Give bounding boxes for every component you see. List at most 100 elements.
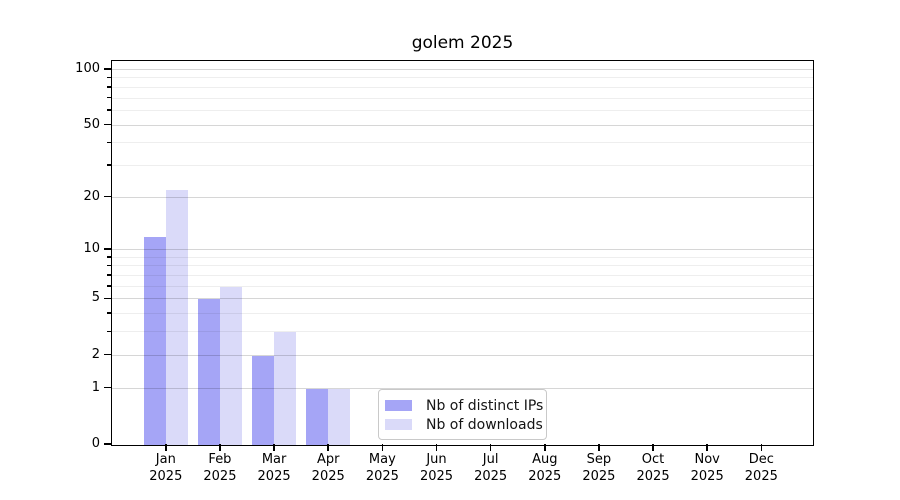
gridline-minor-4	[112, 313, 813, 315]
y-tick-label-20: 20	[83, 188, 100, 204]
y-minor-tick-3	[106, 330, 111, 333]
x-label-year: 2025	[203, 468, 237, 484]
gridline-minor-3	[112, 331, 813, 333]
x-label-year: 2025	[744, 468, 778, 484]
gridline-minor-60	[112, 109, 813, 111]
y-minor-tick-40	[106, 141, 111, 143]
gridline-minor-8	[112, 265, 813, 267]
x-tick-may	[381, 444, 384, 451]
y-tick-0	[103, 443, 111, 445]
legend-label-nb-of-distinct-ips: Nb of distinct IPs	[426, 397, 544, 414]
bar-nb-of-distinct-ips-feb	[197, 299, 220, 445]
x-tick-label-apr: Apr 2025	[296, 452, 360, 485]
bar-nb-of-distinct-ips-apr	[306, 388, 329, 445]
x-tick-jun	[435, 444, 438, 451]
x-tick-mar	[273, 444, 275, 451]
bar-nb-of-downloads-apr	[328, 388, 351, 445]
y-tick-label-1: 1	[91, 379, 100, 395]
legend-swatch-nb-of-distinct-ips	[385, 400, 412, 411]
x-label-year: 2025	[582, 468, 616, 484]
bar-nb-of-distinct-ips-mar	[252, 355, 275, 445]
x-tick-sep	[598, 444, 600, 451]
x-tick-apr	[327, 444, 329, 451]
gridline-minor-9	[112, 256, 813, 258]
gridline-minor-70	[112, 97, 813, 99]
x-label-year: 2025	[528, 468, 562, 484]
gridline-minor-90	[112, 77, 813, 79]
x-tick-label-may: May 2025	[350, 452, 414, 485]
y-minor-tick-8	[106, 264, 111, 267]
x-label-year: 2025	[257, 468, 291, 484]
x-label-year: 2025	[474, 468, 508, 484]
y-tick-label-10: 10	[83, 241, 100, 257]
gridline-minor-40	[112, 142, 813, 144]
x-tick-label-feb: Feb 2025	[188, 452, 252, 485]
x-label-month: Mar	[261, 452, 287, 467]
y-minor-tick-80	[106, 86, 111, 88]
y-minor-tick-90	[106, 76, 111, 79]
y-minor-tick-30	[106, 164, 111, 166]
gridline-minor-6	[112, 285, 813, 287]
y-minor-tick-6	[106, 285, 111, 287]
x-tick-label-dec: Dec 2025	[729, 452, 793, 485]
x-label-month: Nov	[694, 452, 720, 467]
y-minor-tick-60	[106, 109, 111, 111]
x-label-year: 2025	[419, 468, 454, 484]
x-label-month: May	[368, 452, 396, 467]
plot-area: 0 1 2 5 10 20 50 100 Jan 2025 Feb 2025 Mar 2025 Apr 202…	[75, 60, 814, 484]
gridline-major-1	[112, 387, 813, 389]
bar-nb-of-downloads-mar	[274, 332, 297, 445]
y-tick-label-2: 2	[91, 346, 100, 362]
y-minor-tick-4	[106, 312, 111, 314]
bar-nb-of-downloads-feb	[219, 286, 242, 445]
gridline-major-5	[112, 298, 813, 300]
x-tick-aug	[544, 444, 546, 451]
x-label-month: Apr	[316, 452, 340, 467]
x-label-month: Aug	[532, 452, 558, 467]
gridline-major-50	[112, 124, 813, 126]
bar-nb-of-downloads-jan	[165, 190, 188, 445]
y-minor-tick-9	[106, 256, 111, 258]
gridline-major-10	[112, 249, 813, 251]
legend-entry-nb-of-downloads: Nb of downloads	[385, 415, 543, 434]
x-label-year: 2025	[690, 468, 724, 484]
x-tick-oct	[652, 444, 654, 451]
legend-label-nb-of-downloads: Nb of downloads	[426, 416, 543, 433]
bars-layer	[112, 61, 813, 445]
axis-layer: 0 1 2 5 10 20 50 100 Jan 2025 Feb 2025 Mar 2025 Apr 202…	[75, 61, 813, 484]
x-label-year: 2025	[636, 468, 670, 484]
gridline-major-2	[112, 354, 813, 356]
x-tick-label-mar: Mar 2025	[242, 452, 306, 485]
legend-swatch-nb-of-downloads	[385, 419, 412, 430]
x-tick-nov	[706, 444, 708, 451]
y-tick-20	[103, 195, 111, 198]
x-tick-label-nov: Nov 2025	[675, 452, 739, 485]
y-tick-label-5: 5	[91, 290, 100, 306]
x-tick-label-aug: Aug 2025	[513, 452, 577, 485]
bar-nb-of-distinct-ips-jan	[143, 236, 166, 445]
gridline-major-100	[112, 69, 813, 70]
x-label-month: Jun	[426, 452, 447, 467]
y-minor-tick-70	[106, 96, 111, 99]
y-tick-10	[103, 248, 111, 250]
y-tick-1	[103, 386, 111, 389]
y-tick-label-0: 0	[91, 436, 100, 451]
legend: Nb of distinct IPs Nb of downloads	[378, 389, 547, 440]
x-tick-jul	[489, 444, 492, 451]
x-tick-label-jan: Jan 2025	[134, 452, 198, 485]
x-label-month: Dec	[748, 452, 774, 467]
x-tick-jan	[165, 444, 167, 451]
x-label-year: 2025	[365, 468, 399, 484]
x-tick-label-sep: Sep 2025	[567, 452, 631, 485]
y-tick-label-50: 50	[83, 116, 100, 132]
x-label-month: Sep	[586, 452, 612, 467]
gridline-minor-7	[112, 275, 813, 277]
x-tick-dec	[760, 444, 763, 451]
legend-entry-nb-of-distinct-ips: Nb of distinct IPs	[385, 396, 544, 415]
y-tick-50	[103, 123, 111, 126]
x-label-month: Jan	[155, 452, 176, 467]
gridline-minor-30	[112, 164, 813, 166]
y-tick-2	[103, 353, 111, 356]
y-tick-label-100: 100	[75, 61, 100, 76]
